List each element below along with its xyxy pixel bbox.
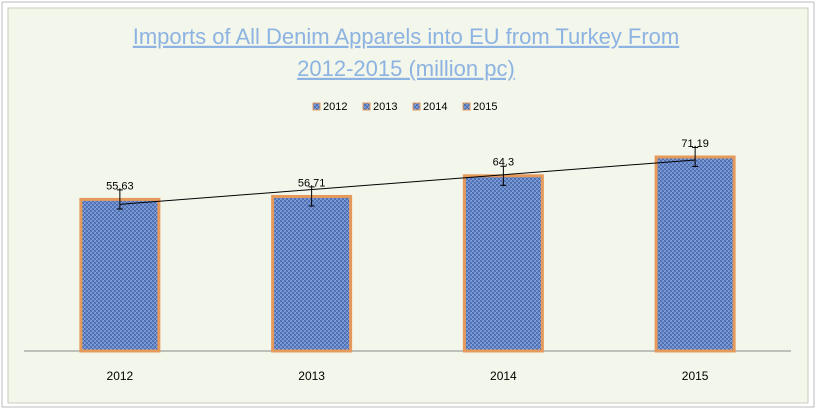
x-tick-label: 2012 — [107, 369, 134, 383]
legend-label: 2013 — [373, 101, 397, 113]
chart-title: 2012-2015 (million pc) — [297, 56, 515, 81]
x-tick-label: 2013 — [298, 369, 325, 383]
chart-title: Imports of All Denim Apparels into EU fr… — [133, 24, 680, 49]
x-tick-label: 2015 — [682, 369, 709, 383]
legend-label: 2012 — [323, 101, 347, 113]
data-label: 64.3 — [493, 157, 514, 169]
error-bar — [500, 165, 507, 186]
legend-label: 2014 — [423, 101, 447, 113]
x-tick-label: 2014 — [490, 369, 517, 383]
data-label: 71.19 — [681, 138, 709, 150]
trendline — [119, 159, 696, 205]
legend-swatch — [412, 102, 421, 111]
legend-label: 2015 — [473, 101, 497, 113]
legend-swatch — [362, 102, 371, 111]
bar — [79, 197, 161, 353]
legend-swatch — [462, 102, 471, 111]
bar — [462, 174, 544, 353]
error-bar — [116, 189, 123, 210]
bar — [654, 155, 736, 353]
error-bar — [308, 186, 315, 207]
error-bar — [692, 146, 699, 168]
bar — [271, 194, 353, 353]
data-label: 55.63 — [106, 180, 134, 192]
data-label: 56.71 — [298, 177, 326, 189]
legend-swatch — [312, 102, 321, 111]
